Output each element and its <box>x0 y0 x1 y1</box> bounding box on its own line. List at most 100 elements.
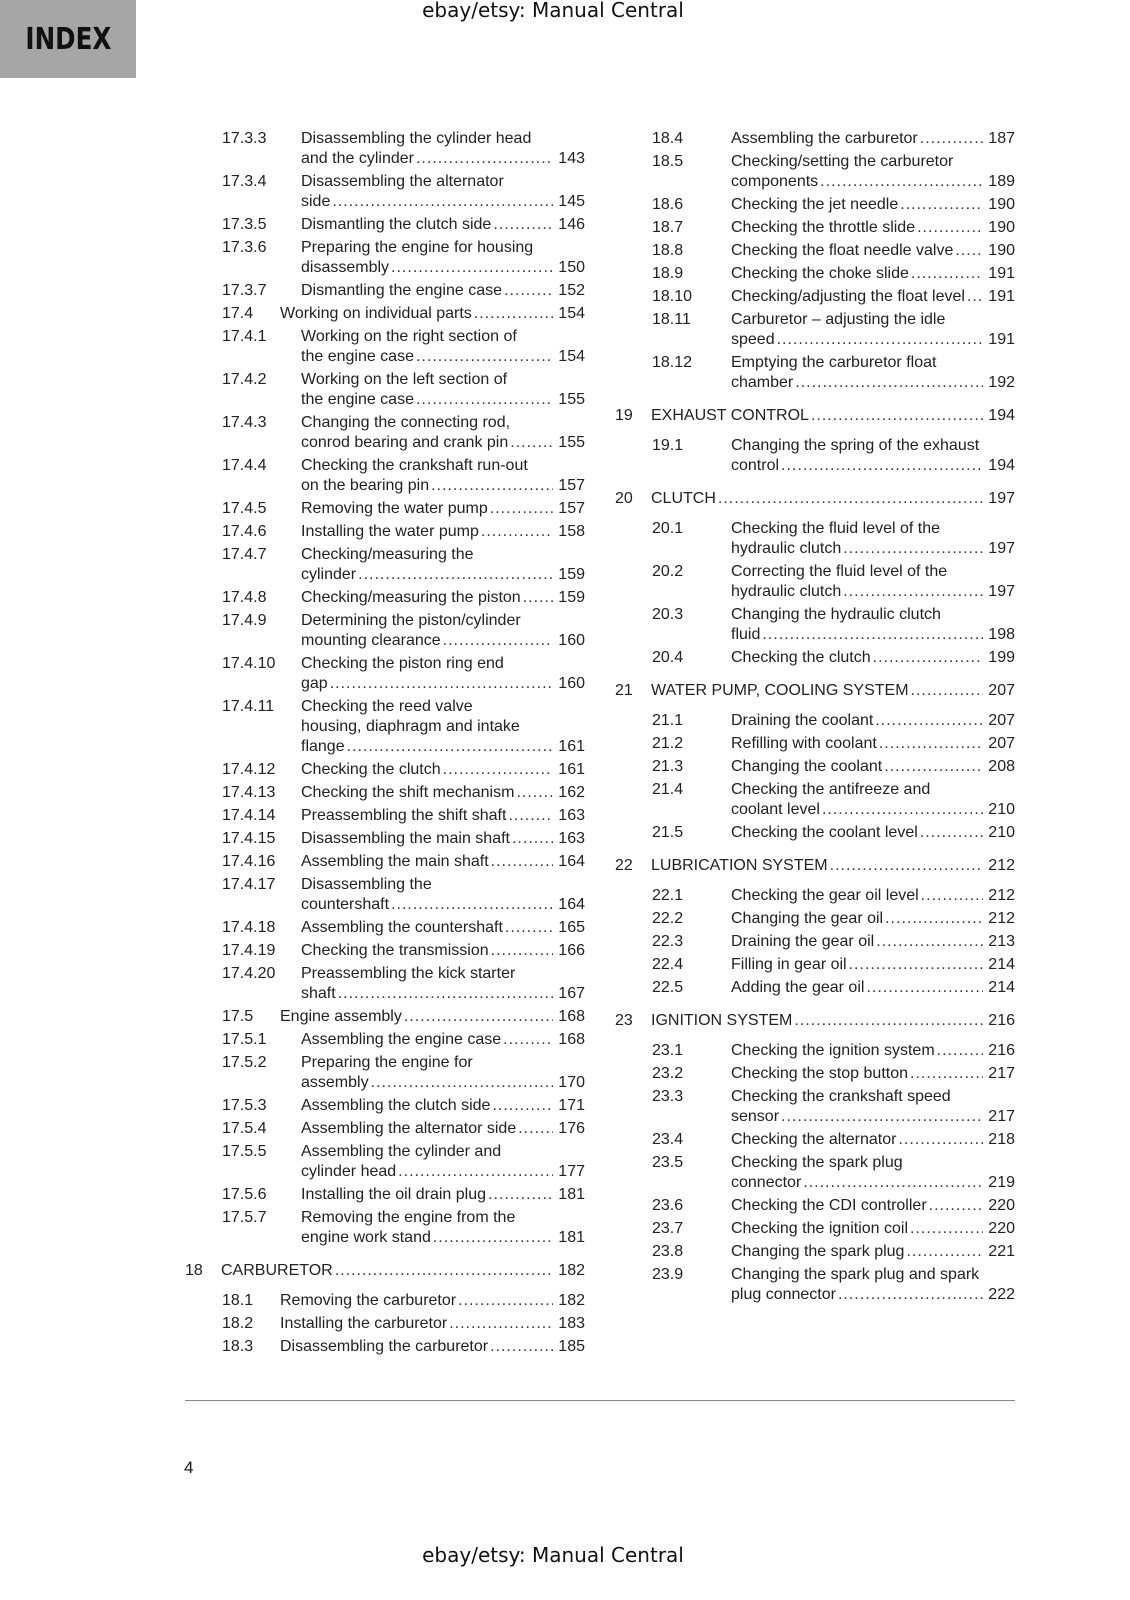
toc-entry[interactable]: 17.5.6 Installing the oil drain plug 181 <box>185 1185 585 1205</box>
toc-entry[interactable]: 23.8 Changing the spark plug 221 <box>615 1242 1015 1262</box>
section-title: CARBURETOR 182 <box>221 1261 585 1281</box>
toc-entry[interactable]: 23.2 Checking the stop button 217 <box>615 1064 1015 1084</box>
toc-entry[interactable]: 17.4.16 Assembling the main shaft 164 <box>185 852 585 872</box>
toc-entry[interactable]: 21.2 Refilling with coolant 207 <box>615 734 1015 754</box>
title-line: chamber 192 <box>731 373 1015 393</box>
section-number: 20.1 <box>652 520 684 537</box>
toc-entry[interactable]: 17.4.1 Working on the right section of the… <box>185 327 585 367</box>
section-number: 23.6 <box>652 1197 684 1214</box>
toc-chapter[interactable]: 21 WATER PUMP, COOLING SYSTEM 207 <box>615 681 1015 701</box>
page-ref: 155 <box>558 434 585 451</box>
toc-entry[interactable]: 20.3 Changing the hydraulic clutch fluid 19… <box>615 605 1015 645</box>
toc-entry[interactable]: 22.1 Checking the gear oil level 212 <box>615 886 1015 906</box>
toc-entry[interactable]: 17.4.18 Assembling the countershaft 165 <box>185 918 585 938</box>
toc-entry[interactable]: 17.4.4 Checking the crankshaft run-out on … <box>185 456 585 496</box>
toc-entry[interactable]: 22.3 Draining the gear oil 213 <box>615 932 1015 952</box>
toc-entry[interactable]: 20.1 Checking the fluid level of the hydra… <box>615 519 1015 559</box>
toc-entry[interactable]: 21.1 Draining the coolant 207 <box>615 711 1015 731</box>
toc-entry[interactable]: 17.3.6 Preparing the engine for housing di… <box>185 238 585 278</box>
page-ref: 213 <box>988 933 1015 950</box>
toc-entry[interactable]: 17.5 Engine assembly 168 <box>185 1007 585 1027</box>
toc-entry[interactable]: 21.5 Checking the coolant level 210 <box>615 823 1015 843</box>
toc-entry[interactable]: 18.10 Checking/adjusting the float level 1… <box>615 287 1015 307</box>
dot-leader <box>795 373 983 393</box>
toc-chapter[interactable]: 19 EXHAUST CONTROL 194 <box>615 406 1015 426</box>
toc-entry[interactable]: 18.6 Checking the jet needle 190 <box>615 195 1015 215</box>
toc-entry[interactable]: 18.12 Emptying the carburetor float chambe… <box>615 353 1015 393</box>
toc-chapter[interactable]: 23 IGNITION SYSTEM 216 <box>615 1011 1015 1031</box>
title-line: Filling in gear oil 214 <box>731 955 1015 975</box>
section-number: 21.5 <box>652 824 684 841</box>
toc-entry[interactable]: 17.4.19 Checking the transmission 166 <box>185 941 585 961</box>
toc-chapter[interactable]: 18 CARBURETOR 182 <box>185 1261 585 1281</box>
dot-leader <box>474 304 553 324</box>
page-ref: 177 <box>558 1163 585 1180</box>
section-number: 17.5 <box>222 1008 254 1025</box>
toc-entry[interactable]: 17.4.7 Checking/measuring the cylinder 159 <box>185 545 585 585</box>
toc-entry[interactable]: 19.1 Changing the spring of the exhaust co… <box>615 436 1015 476</box>
toc-entry[interactable]: 17.4.15 Disassembling the main shaft 163 <box>185 829 585 849</box>
toc-entry[interactable]: 17.4.10 Checking the piston ring end gap 16… <box>185 654 585 694</box>
toc-entry[interactable]: 17.4.9 Determining the piston/cylinder mou… <box>185 611 585 651</box>
toc-entry[interactable]: 17.4.20 Preassembling the kick starter sha… <box>185 964 585 1004</box>
section-title: Removing the engine from the engine work … <box>301 1208 585 1248</box>
toc-entry[interactable]: 18.4 Assembling the carburetor 187 <box>615 129 1015 149</box>
toc-entry[interactable]: 17.4.13 Checking the shift mechanism 162 <box>185 783 585 803</box>
toc-entry[interactable]: 23.7 Checking the ignition coil 220 <box>615 1219 1015 1239</box>
toc-entry[interactable]: 17.4.8 Checking/measuring the piston 159 <box>185 588 585 608</box>
toc-entry[interactable]: 17.5.3 Assembling the clutch side 171 <box>185 1096 585 1116</box>
section-number: 18.1 <box>222 1292 254 1309</box>
toc-entry[interactable]: 18.7 Checking the throttle slide 190 <box>615 218 1015 238</box>
toc-entry[interactable]: 17.4.5 Removing the water pump 157 <box>185 499 585 519</box>
section-title: Checking the alternator 218 <box>731 1130 1015 1150</box>
title-text: countershaft <box>301 896 390 913</box>
title-text: Assembling the cylinder and <box>301 1143 502 1160</box>
toc-chapter[interactable]: 22 LUBRICATION SYSTEM 212 <box>615 856 1015 876</box>
toc-entry[interactable]: 17.5.5 Assembling the cylinder and cylinde… <box>185 1142 585 1182</box>
toc-chapter[interactable]: 20 CLUTCH 197 <box>615 489 1015 509</box>
toc-entry[interactable]: 18.3 Disassembling the carburetor 185 <box>185 1337 585 1357</box>
dot-leader <box>900 195 983 215</box>
toc-entry[interactable]: 17.3.4 Disassembling the alternator side 14… <box>185 172 585 212</box>
toc-entry[interactable]: 18.5 Checking/setting the carburetor compo… <box>615 152 1015 192</box>
toc-entry[interactable]: 22.2 Changing the gear oil 212 <box>615 909 1015 929</box>
toc-entry[interactable]: 21.3 Changing the coolant 208 <box>615 757 1015 777</box>
toc-entry[interactable]: 21.4 Checking the antifreeze and coolant l… <box>615 780 1015 820</box>
toc-entry[interactable]: 18.9 Checking the choke slide 191 <box>615 264 1015 284</box>
toc-entry[interactable]: 17.4.3 Changing the connecting rod, conrod… <box>185 413 585 453</box>
toc-entry[interactable]: 17.5.1 Assembling the engine case 168 <box>185 1030 585 1050</box>
toc-entry[interactable]: 18.2 Installing the carburetor 183 <box>185 1314 585 1334</box>
dot-leader <box>911 681 983 701</box>
toc-entry[interactable]: 17.5.2 Preparing the engine for assembly 17… <box>185 1053 585 1093</box>
toc-entry[interactable]: 22.4 Filling in gear oil 214 <box>615 955 1015 975</box>
toc-entry[interactable]: 18.8 Checking the float needle valve 190 <box>615 241 1015 261</box>
toc-entry[interactable]: 17.4.12 Checking the clutch 161 <box>185 760 585 780</box>
toc-entry[interactable]: 17.4.11 Checking the reed valve housing, d… <box>185 697 585 757</box>
toc-entry[interactable]: 17.4.17 Disassembling the countershaft 164 <box>185 875 585 915</box>
toc-entry[interactable]: 20.4 Checking the clutch 199 <box>615 648 1015 668</box>
toc-entry[interactable]: 17.4 Working on individual parts 154 <box>185 304 585 324</box>
toc-entry[interactable]: 23.5 Checking the spark plug connector 219 <box>615 1153 1015 1193</box>
toc-entry[interactable]: 17.4.6 Installing the water pump 158 <box>185 522 585 542</box>
toc-entry[interactable]: 17.5.7 Removing the engine from the engine… <box>185 1208 585 1248</box>
toc-entry[interactable]: 23.1 Checking the ignition system 216 <box>615 1041 1015 1061</box>
toc-entry[interactable]: 20.2 Correcting the fluid level of the hyd… <box>615 562 1015 602</box>
toc-entry[interactable]: 23.9 Changing the spark plug and spark plu… <box>615 1265 1015 1305</box>
toc-entry[interactable]: 22.5 Adding the gear oil 214 <box>615 978 1015 998</box>
toc-entry[interactable]: 18.11 Carburetor – adjusting the idle spee… <box>615 310 1015 350</box>
toc-entry[interactable]: 23.3 Checking the crankshaft speed sensor 2… <box>615 1087 1015 1127</box>
dot-leader <box>443 760 553 780</box>
toc-entry[interactable]: 17.4.2 Working on the left section of the … <box>185 370 585 410</box>
toc-entry[interactable]: 17.4.14 Preassembling the shift shaft 163 <box>185 806 585 826</box>
toc-entry[interactable]: 18.1 Removing the carburetor 182 <box>185 1291 585 1311</box>
toc-entry[interactable]: 17.5.4 Assembling the alternator side 176 <box>185 1119 585 1139</box>
toc-entry[interactable]: 23.6 Checking the CDI controller 220 <box>615 1196 1015 1216</box>
toc-entry[interactable]: 23.4 Checking the alternator 218 <box>615 1130 1015 1150</box>
index-label: INDEX <box>25 21 111 57</box>
toc-entry[interactable]: 17.3.5 Dismantling the clutch side 146 <box>185 215 585 235</box>
title-line: Checking the CDI controller 220 <box>731 1196 1015 1216</box>
title-text: the engine case <box>301 348 414 365</box>
toc-entry[interactable]: 17.3.7 Dismantling the engine case 152 <box>185 281 585 301</box>
toc-entry[interactable]: 17.3.3 Disassembling the cylinder head and… <box>185 129 585 169</box>
page-ref: 214 <box>988 956 1015 973</box>
